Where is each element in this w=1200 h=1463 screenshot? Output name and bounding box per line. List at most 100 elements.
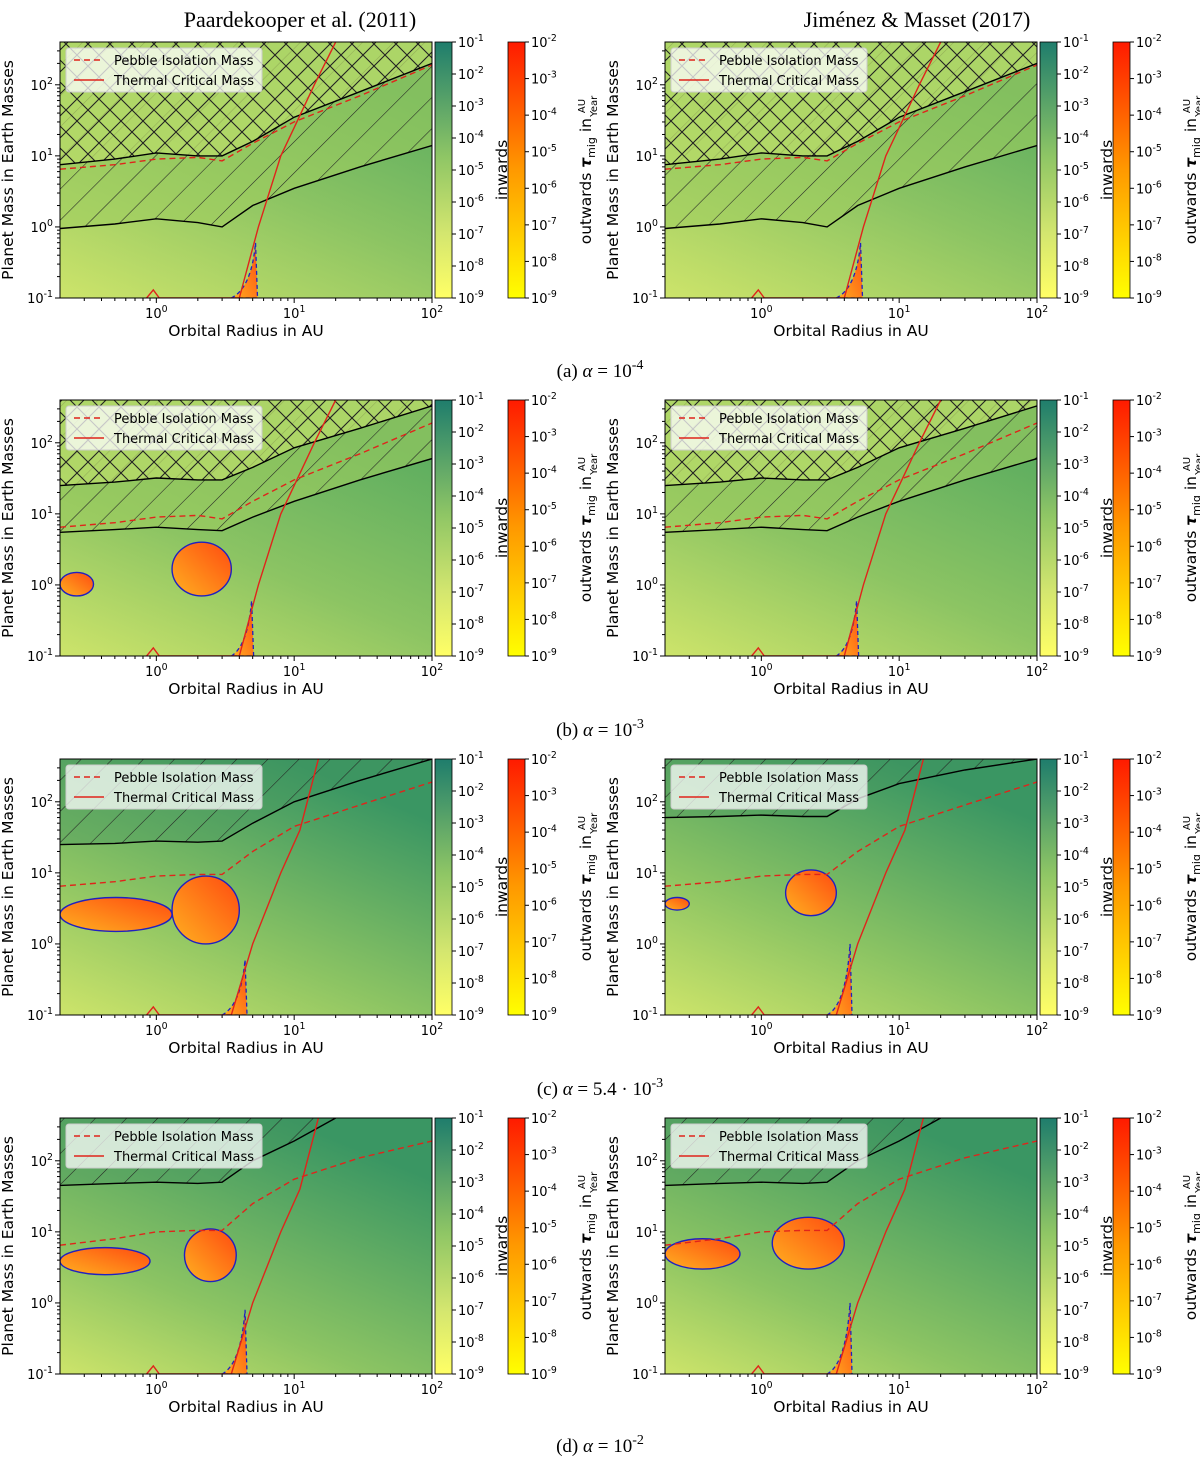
colorbar-inwards-tick-label: 10-1 xyxy=(458,33,484,51)
gap-boundary xyxy=(60,457,432,533)
gap-boundary xyxy=(665,1118,942,1187)
colorbar-inwards-tick-label: 10-4 xyxy=(1063,1205,1089,1223)
x-tick-label: 100 xyxy=(750,304,773,322)
axes-frame xyxy=(664,758,1038,1016)
deep-gap-boundary xyxy=(60,62,432,166)
column-title-left: Paardekooper et al. (2011) xyxy=(184,7,417,32)
colorbar-inwards-tick-label: 10-3 xyxy=(1063,455,1089,473)
x-axis-label: Orbital Radius in AU xyxy=(773,680,928,698)
colorbar-outwards-tick-label: 10-7 xyxy=(1136,933,1162,951)
colorbar-inwards-tick-label: 10-9 xyxy=(1063,1006,1089,1024)
colorbar-inwards-tick-label: 10-2 xyxy=(458,782,484,800)
colorbar-inwards-tick-label: 10-2 xyxy=(458,65,484,83)
colorbar-outwards-tick-label: 10-4 xyxy=(1136,823,1162,841)
colorbar-outwards-tick-label: 10-8 xyxy=(1136,1329,1162,1347)
thermal-critical-line xyxy=(751,42,942,298)
colorbar-inwards xyxy=(1039,758,1058,1016)
legend: Pebble Isolation Mass Thermal Critical Ma… xyxy=(65,764,263,810)
colorbar-inwards-tick-label: 10-5 xyxy=(1063,519,1089,537)
panel-b-left: 100 101 102 10-1 100 101 102 Orbital Radius in … xyxy=(0,391,600,698)
x-axis-label: Orbital Radius in AU xyxy=(168,680,323,698)
panel-a-left: 100 101 102 10-1 100 101 102 Orbital Radius in … xyxy=(0,33,600,340)
colorbar-outwards-tick-label: 10-3 xyxy=(1136,428,1162,446)
legend: Pebble Isolation Mass Thermal Critical Ma… xyxy=(65,1123,263,1169)
colorbar-inwards-tick-label: 10-4 xyxy=(458,1205,484,1223)
x-tick-label: 100 xyxy=(750,1380,773,1398)
gap-boundary xyxy=(60,1118,337,1187)
colorbar-inwards-tick-label: 10-6 xyxy=(458,910,484,928)
colorbar-inwards-tick-label: 10-2 xyxy=(458,423,484,441)
legend-label-thermal: Thermal Critical Mass xyxy=(718,432,859,447)
colorbar-inwards xyxy=(434,399,453,657)
legend: Pebble Isolation Mass Thermal Critical Ma… xyxy=(65,405,263,451)
legend: Pebble Isolation Mass Thermal Critical Ma… xyxy=(670,764,868,810)
colorbar-inwards-tick-label: 10-8 xyxy=(1063,974,1089,992)
colorbar-outwards-tick-label: 10-6 xyxy=(1136,537,1162,555)
colorbar-inwards-label: inwards xyxy=(493,857,511,917)
colorbar-outwards-tick-label: 10-8 xyxy=(1136,611,1162,629)
axes-frame xyxy=(664,41,1038,299)
legend-label-pebble: Pebble Isolation Mass xyxy=(114,1130,254,1145)
colorbar-outwards-tick-label: 10-5 xyxy=(531,501,557,519)
colorbar-inwards-tick-label: 10-9 xyxy=(458,1365,484,1383)
legend: Pebble Isolation Mass Thermal Critical Ma… xyxy=(670,1123,868,1169)
colorbar-outwards-tick-label: 10-3 xyxy=(1136,1146,1162,1164)
colorbar-inwards-label: inwards xyxy=(493,498,511,558)
colorbar-inwards-tick-label: 10-2 xyxy=(1063,782,1089,800)
colorbar-inwards-label: inwards xyxy=(1098,1216,1116,1276)
y-tick-label: 102 xyxy=(31,76,54,94)
colorbar-outwards-tick-label: 10-7 xyxy=(531,574,557,592)
colorbar-outwards-tick-label: 10-6 xyxy=(531,179,557,197)
colorbar-inwards-tick-label: 10-9 xyxy=(458,289,484,307)
legend: Pebble Isolation Mass Thermal Critical Ma… xyxy=(670,405,868,451)
x-axis-label: Orbital Radius in AU xyxy=(168,1398,323,1416)
panel-c-right: 100 101 102 10-1 100 101 102 Orbital Radius in … xyxy=(604,750,1200,1057)
legend-box xyxy=(670,1123,868,1169)
colorbar-inwards-tick-label: 10-3 xyxy=(458,814,484,832)
y-tick-label: 102 xyxy=(636,76,659,94)
column-title-right: Jiménez & Masset (2017) xyxy=(804,7,1031,32)
colorbar-outwards-tick-label: 10-7 xyxy=(531,216,557,234)
colorbar-outwards-tick-label: 10-4 xyxy=(1136,106,1162,124)
legend-label-thermal: Thermal Critical Mass xyxy=(113,1150,254,1165)
thermal-critical-line xyxy=(146,1118,320,1374)
x-axis-label: Orbital Radius in AU xyxy=(168,1039,323,1057)
panel-c-left: 100 101 102 10-1 100 101 102 Orbital Radius in … xyxy=(0,750,600,1057)
panel-d-left: 100 101 102 10-1 100 101 102 Orbital Radius in … xyxy=(0,1109,600,1416)
colorbar-outwards-tick-label: 10-3 xyxy=(531,1146,557,1164)
colorbar-inwards-tick-label: 10-6 xyxy=(1063,193,1089,211)
axes-frame xyxy=(664,399,1038,657)
legend: Pebble Isolation Mass Thermal Critical Ma… xyxy=(65,47,263,93)
colorbar-inwards-tick-label: 10-3 xyxy=(1063,814,1089,832)
x-tick-label: 100 xyxy=(750,662,773,680)
colorbar-outwards-tick-label: 10-9 xyxy=(531,647,557,665)
thermal-critical-line xyxy=(146,42,337,298)
outward-region xyxy=(784,869,838,917)
x-axis-label: Orbital Radius in AU xyxy=(773,1039,928,1057)
colorbar-inwards-label: inwards xyxy=(1098,498,1116,558)
y-tick-label: 101 xyxy=(31,505,54,523)
pebble-isolation-line xyxy=(665,1140,1037,1246)
colorbar-outwards-label: outwards τmig in AUYear xyxy=(1182,453,1200,602)
colorbar-outwards-label: outwards τmig in AUYear xyxy=(1182,1171,1200,1320)
y-tick-label: 10-1 xyxy=(632,1365,658,1383)
x-tick-label: 102 xyxy=(421,662,444,680)
colorbar-inwards-tick-label: 10-7 xyxy=(458,1301,484,1319)
colorbar-inwards-tick-label: 10-9 xyxy=(1063,1365,1089,1383)
colorbar-inwards-tick-label: 10-8 xyxy=(1063,615,1089,633)
colorbar-inwards-tick-label: 10-7 xyxy=(1063,225,1089,243)
x-axis-label: Orbital Radius in AU xyxy=(773,322,928,340)
y-axis-label: Planet Mass in Earth Masses xyxy=(0,1136,17,1356)
x-tick-label: 101 xyxy=(888,1021,911,1039)
colorbar-inwards-tick-label: 10-5 xyxy=(1063,878,1089,896)
pebble-isolation-line xyxy=(665,422,1037,528)
colorbar-inwards-tick-label: 10-5 xyxy=(1063,1237,1089,1255)
colorbar-outwards-tick-label: 10-5 xyxy=(531,143,557,161)
colorbar-outwards xyxy=(507,41,526,299)
legend-box xyxy=(65,1123,263,1169)
deep-gap-boundary xyxy=(665,62,1037,166)
x-tick-label: 102 xyxy=(421,304,444,322)
x-tick-label: 100 xyxy=(145,304,168,322)
colorbar-inwards-tick-label: 10-9 xyxy=(458,1006,484,1024)
legend-label-pebble: Pebble Isolation Mass xyxy=(719,1130,859,1145)
